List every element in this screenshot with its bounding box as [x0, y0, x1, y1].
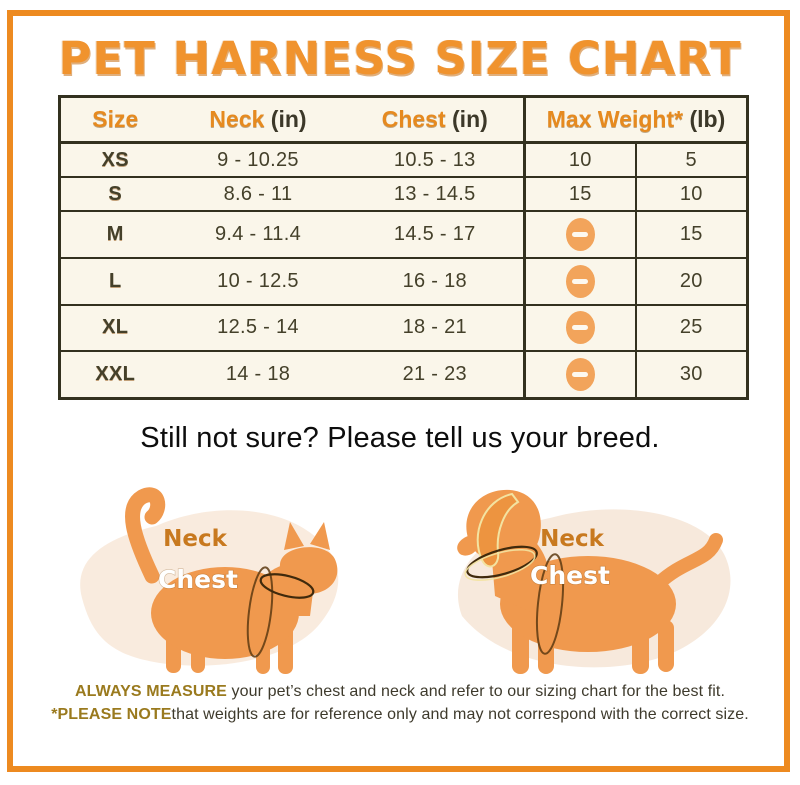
dog-neck-label: Neck	[540, 526, 604, 552]
table-row: XS 9 - 10.25 10.5 - 13 10 5	[60, 142, 748, 178]
measurement-figures: Neck Chest	[0, 466, 800, 681]
weight-header-unit: (lb)	[683, 106, 726, 132]
footnote-measure-text: your pet’s chest and neck and refer to o…	[226, 683, 725, 700]
table-header-row: Size Neck (in) Chest (in) Max Weight* (l…	[59, 96, 748, 144]
size-cell: XXL	[59, 350, 170, 399]
neck-range-cell: 8.6 - 11	[169, 176, 347, 212]
cat-neck-measure-line	[259, 573, 315, 599]
minus-icon	[565, 264, 595, 298]
cat-body	[151, 567, 299, 659]
size-cell: M	[59, 210, 170, 258]
cat-neck-label: Neck	[163, 526, 227, 552]
footnote-weights-bold: *PLEASE NOTE	[51, 706, 172, 723]
dog-weight-cell: 25	[634, 303, 748, 352]
size-table: Size Neck (in) Chest (in) Max Weight* (l…	[58, 95, 750, 400]
dog-weight-cell: 15	[634, 210, 748, 258]
cat-tail	[125, 487, 166, 584]
cat-weight-cell: 10	[523, 142, 636, 178]
neck-range-cell: 9 - 10.25	[217, 148, 299, 171]
dog-ear	[476, 492, 520, 568]
neck-range-cell: 10 - 12.5	[169, 256, 347, 305]
page-title: PET HARNESS SIZE CHART	[58, 32, 742, 85]
chest-range-cell: 14.5 - 17	[346, 210, 525, 258]
column-header-chest: Chest (in)	[346, 96, 525, 144]
footnote-measure: ALWAYS MEASURE your pet’s chest and neck…	[40, 680, 760, 703]
size-cell: XS	[101, 148, 129, 171]
cat-weight-cell	[523, 210, 636, 258]
size-header-label: Size	[92, 106, 139, 132]
cat-illustration: Neck Chest	[80, 487, 339, 674]
chest-header-label: Chest	[381, 106, 446, 132]
table-row: L 10 - 12.5 16 - 18 20	[59, 256, 748, 305]
column-header-size: Size	[59, 96, 170, 144]
cat-head	[279, 522, 338, 594]
minus-icon	[565, 311, 595, 345]
size-cell: S	[59, 176, 170, 212]
size-cell: XL	[59, 303, 170, 352]
neck-range-cell: 12.5 - 14	[169, 303, 347, 352]
footnote-weights: *PLEASE NOTEthat weights are for referen…	[40, 703, 760, 726]
table-row: M 9.4 - 11.4 14.5 - 17 15	[59, 210, 748, 258]
chest-header-unit: (in)	[445, 106, 488, 132]
weight-header-label: Max Weight*	[546, 106, 684, 132]
column-header-max-weight: Max Weight* (lb)	[522, 96, 748, 144]
footnote-weights-text: that weights are for reference only and …	[171, 706, 749, 723]
cat-weight-cell: 15	[523, 176, 636, 212]
chest-range-cell: 21 - 23	[346, 350, 525, 399]
dog-weight-cell: 30	[634, 350, 748, 399]
dog-head	[457, 489, 541, 568]
neck-range-cell: 14 - 18	[169, 350, 347, 399]
dog-illustration: Neck Chest	[457, 489, 731, 674]
dog-neck-measure-line	[466, 545, 538, 579]
dog-chest-label: Chest	[530, 561, 610, 590]
minus-icon	[565, 218, 595, 252]
footnotes: ALWAYS MEASURE your pet’s chest and neck…	[40, 680, 760, 726]
dog-neck-measure-highlight	[464, 548, 536, 582]
neck-range-cell: 9.4 - 11.4	[169, 210, 347, 258]
cat-chest-measure-line	[246, 566, 274, 658]
neck-header-unit: (in)	[264, 106, 307, 132]
chest-range-cell: 13 - 14.5	[346, 176, 525, 212]
dog-weight-cell: 10	[634, 176, 748, 212]
footnote-measure-bold: ALWAYS MEASURE	[75, 683, 227, 700]
cat-weight-cell	[523, 256, 636, 305]
neck-header-label: Neck	[209, 106, 265, 132]
minus-icon	[565, 358, 595, 392]
chest-range-cell: 10.5 - 13	[393, 148, 476, 171]
cat-chest-label: Chest	[158, 565, 238, 594]
size-table-body: XS 9 - 10.25 10.5 - 13 10 5 S 8.6 - 11 1…	[59, 142, 748, 399]
table-row: XXL 14 - 18 21 - 23 30	[59, 350, 748, 399]
dog-chest-measure-line	[535, 553, 565, 655]
size-table-container: Size Neck (in) Chest (in) Max Weight* (l…	[58, 95, 750, 400]
table-row: XL 12.5 - 14 18 - 21 25	[59, 303, 748, 352]
chest-range-cell: 16 - 18	[346, 256, 525, 305]
breed-question-text: Still not sure? Please tell us your bree…	[140, 422, 660, 454]
cat-weight-cell	[523, 303, 636, 352]
dog-weight-cell: 5	[634, 142, 748, 178]
chest-range-cell: 18 - 21	[346, 303, 525, 352]
dog-weight-cell: 20	[634, 256, 748, 305]
column-header-neck: Neck (in)	[169, 96, 347, 144]
cat-weight-cell	[523, 350, 636, 399]
table-row: S 8.6 - 11 13 - 14.5 15 10	[59, 176, 748, 212]
dog-tail	[651, 533, 723, 591]
size-cell: L	[59, 256, 170, 305]
